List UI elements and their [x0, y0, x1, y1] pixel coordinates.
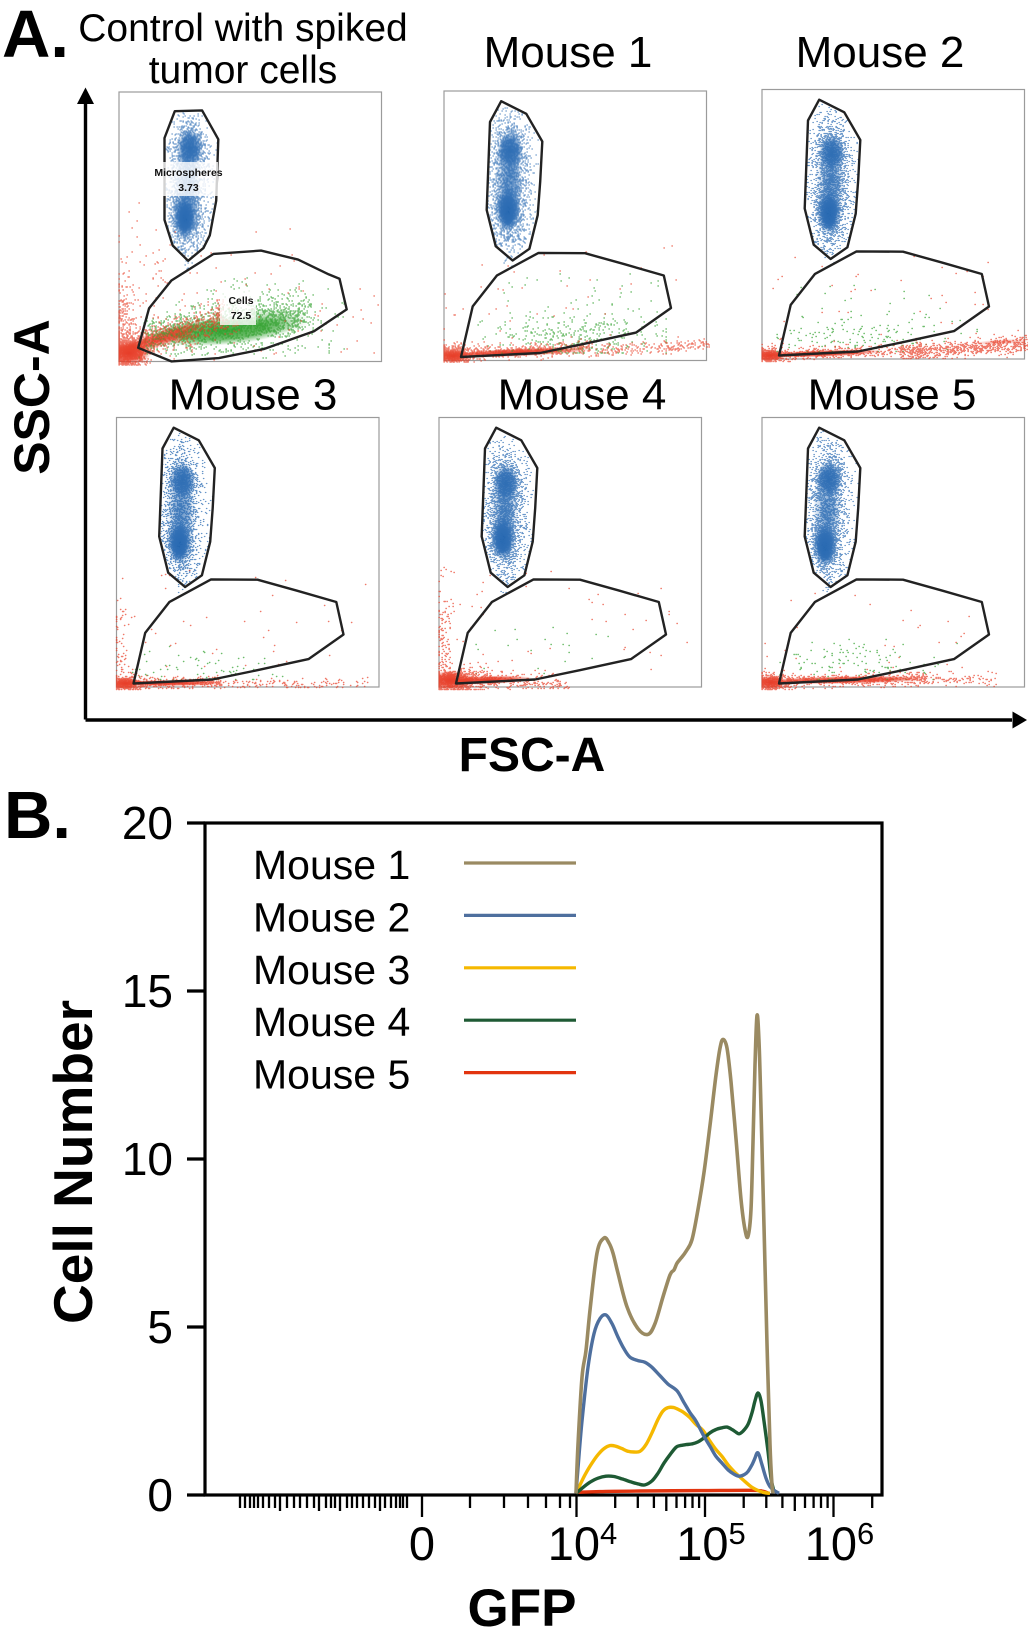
svg-text:Mouse 2: Mouse 2: [796, 28, 965, 77]
svg-text:15: 15: [122, 965, 173, 1017]
svg-text:5: 5: [147, 1301, 173, 1353]
svg-text:FSC-A: FSC-A: [459, 729, 606, 782]
svg-text:SSC-A: SSC-A: [4, 319, 60, 475]
svg-text:72.5: 72.5: [231, 310, 252, 322]
svg-text:Mouse 1: Mouse 1: [484, 28, 653, 77]
svg-text:10: 10: [122, 1133, 173, 1185]
svg-text:GFP: GFP: [468, 1579, 577, 1638]
svg-text:tumor cells: tumor cells: [149, 49, 338, 92]
svg-text:Mouse 3: Mouse 3: [169, 371, 338, 420]
svg-text:Control with spiked: Control with spiked: [78, 7, 407, 50]
svg-text:Cells: Cells: [228, 295, 253, 307]
svg-text:20: 20: [122, 797, 173, 849]
svg-text:Mouse 4: Mouse 4: [498, 371, 667, 420]
svg-text:Mouse 3: Mouse 3: [253, 947, 410, 993]
svg-text:Cell Number: Cell Number: [42, 1000, 104, 1324]
svg-text:Mouse 1: Mouse 1: [253, 842, 410, 888]
svg-text:0: 0: [409, 1517, 435, 1570]
svg-text:Mouse 5: Mouse 5: [808, 371, 977, 420]
svg-text:Microspheres: Microspheres: [154, 167, 222, 179]
svg-text:Mouse 2: Mouse 2: [253, 894, 410, 940]
svg-text:B.: B.: [4, 778, 71, 853]
svg-text:3.73: 3.73: [178, 182, 199, 194]
svg-text:Mouse 4: Mouse 4: [253, 999, 410, 1045]
svg-text:0: 0: [147, 1469, 173, 1521]
svg-text:Mouse 5: Mouse 5: [253, 1052, 410, 1098]
svg-text:A.: A.: [2, 0, 69, 72]
